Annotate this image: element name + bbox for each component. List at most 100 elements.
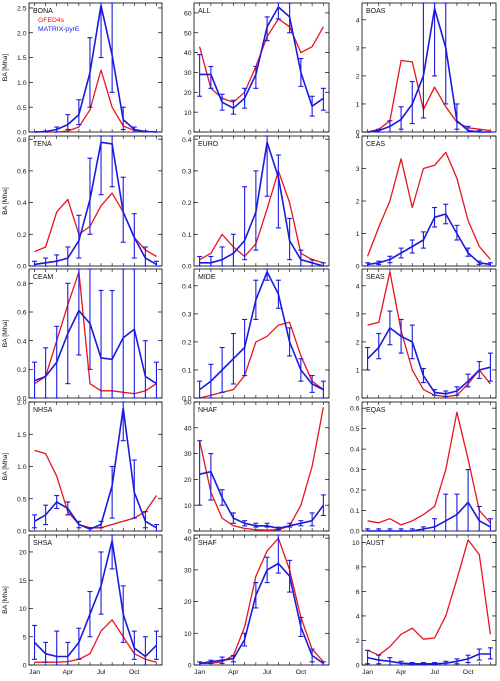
y-tick-label: 0.0 — [182, 396, 192, 403]
y-tick-label: 1.0 — [17, 80, 27, 87]
y-tick-label: 3 — [356, 311, 360, 318]
x-tick-label: Jul — [97, 669, 106, 676]
panel-title: MIDE — [198, 274, 216, 281]
x-tick-label: Jul — [430, 669, 439, 676]
x-tick-label: Apr — [396, 669, 407, 676]
y-tick-label: 10 — [184, 110, 192, 117]
x-tick-label: Jan — [362, 669, 373, 676]
y-tick-label: 0.1 — [350, 508, 360, 515]
y-tick-label: 30 — [184, 451, 192, 458]
y-tick-label: 40 — [184, 536, 192, 543]
y-tick-label: 10 — [184, 631, 192, 638]
panel-title: NHAF — [198, 407, 217, 414]
panel-title: EQAS — [366, 407, 386, 414]
panel-title: BONA — [33, 8, 53, 15]
plot-frame — [361, 534, 497, 666]
panel-all: 0102030405060JanAprJulOctALL — [184, 2, 330, 143]
y-tick-label: 1 — [356, 102, 360, 109]
y-tick-label: 30 — [184, 70, 192, 77]
y-tick-label: 4 — [356, 614, 360, 621]
y-tick-label: 4 — [356, 283, 360, 290]
series-line-gfed4s — [367, 59, 491, 133]
series-line-matrix-pyre — [34, 407, 157, 530]
x-tick-label: Jan — [29, 669, 40, 676]
y-tick-label: 0 — [356, 264, 360, 271]
x-tick-label: Apr — [228, 669, 239, 676]
plot-frame — [361, 2, 497, 133]
y-axis-label: BA [Mha] — [2, 453, 9, 481]
y-tick-label: 0.1 — [182, 368, 192, 375]
y-tick-label: 0.2 — [17, 232, 27, 239]
y-tick-label: 0.2 — [17, 367, 27, 374]
x-tick-label: Oct — [463, 669, 474, 676]
y-tick-label: 0.5 — [17, 105, 27, 112]
panel-mide: 0.00.10.20.30.4JanAprJulOctMIDE — [182, 268, 330, 409]
panel-eqas: 0.00.10.20.30.40.50.6JanAprJulOctEQAS — [350, 401, 497, 542]
plot-frame — [361, 135, 497, 267]
y-tick-label: 6 — [356, 589, 360, 596]
panel-tena: 0.00.20.40.60.8JanAprJulOctTENABA [Mha] — [2, 135, 163, 277]
y-tick-label: 40 — [184, 425, 192, 432]
x-tick-label: Oct — [129, 669, 140, 676]
panel-ceas: 01234JanAprJulOctCEAS — [356, 134, 497, 277]
series-line-gfed4s — [34, 449, 158, 529]
y-tick-label: 0.0 — [17, 396, 27, 403]
series-line-matrix-pyre — [199, 270, 324, 391]
series-line-matrix-pyre — [367, 7, 491, 133]
series-line-gfed4s — [367, 271, 491, 398]
series-line-matrix-pyre — [199, 470, 325, 530]
y-tick-label: 60 — [184, 11, 192, 18]
y-tick-label: 0.4 — [182, 137, 192, 144]
panel-title: CEAS — [366, 141, 385, 148]
series-line-matrix-pyre — [199, 141, 324, 267]
x-tick-label: Jul — [263, 669, 272, 676]
y-tick-label: 0.5 — [17, 496, 27, 503]
y-tick-label: 3 — [356, 45, 360, 52]
plot-frame — [193, 2, 330, 133]
series-line-gfed4s — [198, 407, 325, 531]
y-tick-label: 4 — [356, 134, 360, 141]
x-tick-label: Jan — [194, 669, 205, 676]
panel-title: EURO — [198, 141, 219, 148]
y-tick-label: 30 — [184, 567, 192, 574]
y-tick-label: 0.8 — [17, 281, 27, 288]
legend-gfed4s: GFED4s — [38, 17, 65, 24]
series-line-matrix-pyre — [34, 4, 157, 133]
y-tick-label: 0.2 — [182, 200, 192, 207]
y-tick-label: 20 — [184, 90, 192, 97]
y-tick-label: 0.2 — [182, 340, 192, 347]
y-tick-label: 1.5 — [17, 55, 27, 62]
y-tick-label: 0.5 — [350, 426, 360, 433]
y-tick-label: 0.0 — [182, 264, 192, 271]
y-tick-label: 10 — [19, 606, 27, 613]
series-line-gfed4s — [367, 539, 492, 656]
panel-title: ALL — [198, 8, 211, 15]
y-tick-label: 0 — [188, 529, 192, 536]
panel-euro: 0.00.10.20.30.4JanAprJulOctEURO — [182, 135, 330, 277]
panel-title: SEAS — [366, 274, 385, 281]
y-tick-label: 0.4 — [182, 283, 192, 290]
y-tick-label: 10 — [352, 540, 360, 547]
y-tick-label: 0.0 — [17, 529, 27, 536]
y-tick-label: 1.5 — [17, 432, 27, 439]
series-line-gfed4s — [367, 411, 491, 526]
y-tick-label: 15 — [19, 578, 27, 585]
series-line-gfed4s — [199, 537, 324, 665]
series-line-gfed4s — [34, 271, 157, 395]
plot-frame — [28, 268, 163, 399]
series-line-gfed4s — [34, 619, 157, 663]
y-tick-label: 0.4 — [17, 200, 27, 207]
y-tick-label: 10 — [184, 503, 192, 510]
y-tick-label: 50 — [184, 30, 192, 37]
y-tick-label: 2 — [356, 74, 360, 81]
y-tick-label: 40 — [184, 50, 192, 57]
y-tick-label: 0.0 — [17, 130, 27, 137]
panel-bona: 0.00.51.01.52.02.5JanAprJulOctBONABA [Mh… — [2, 2, 163, 143]
y-axis-label: BA [Mha] — [2, 187, 9, 215]
panel-title: CEAM — [33, 274, 53, 281]
panel-shaf: 0 10 20 30 40 Jan Apr Jul Oct SHAF — [184, 534, 330, 676]
y-tick-label: 0.6 — [17, 168, 27, 175]
panel-ceam: 0.00.20.40.60.8JanAprJulOctCEAMBA [Mha] — [2, 268, 163, 409]
series-line-matrix-pyre — [367, 327, 491, 395]
plot-frame — [361, 401, 497, 532]
